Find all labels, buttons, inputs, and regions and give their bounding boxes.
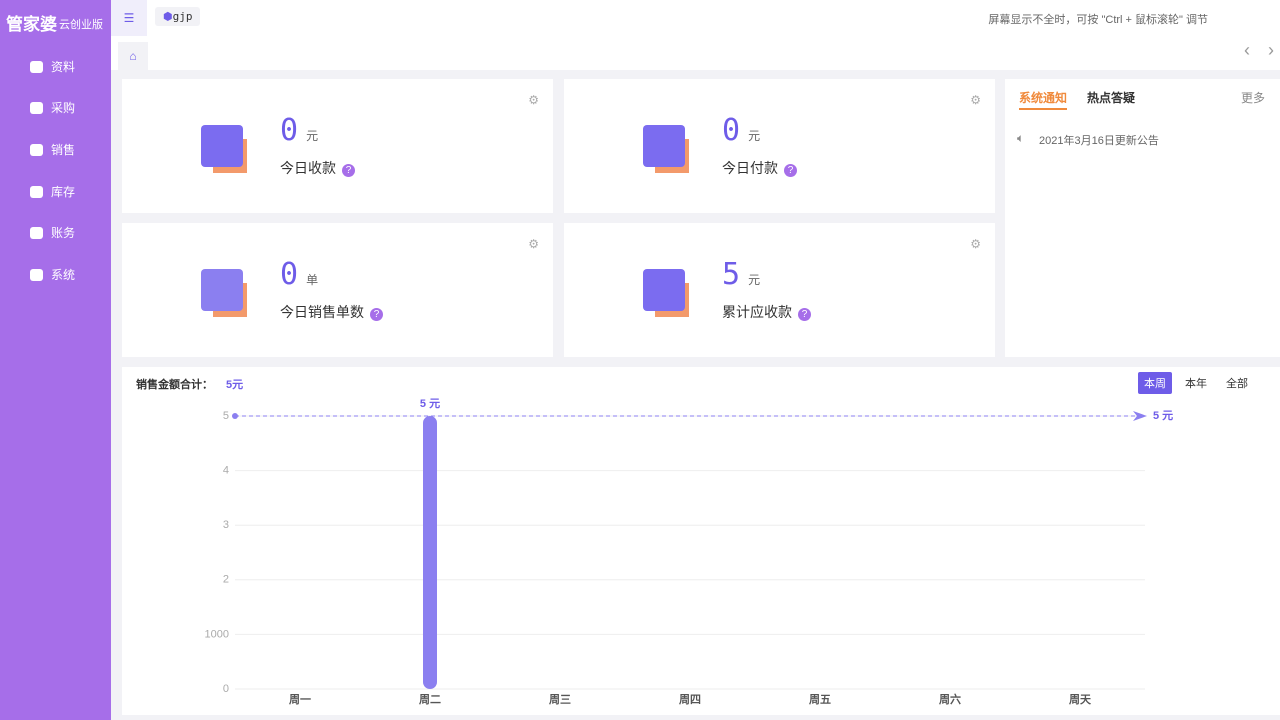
icon xyxy=(201,125,243,167)
account-tag[interactable]: ⬢gjp xyxy=(155,7,201,26)
home-tab[interactable]: ⌂ xyxy=(118,42,148,70)
x-tick-label: 周三 xyxy=(549,693,571,706)
x-tick-label: 周天 xyxy=(1069,693,1092,706)
label: 今日收款 xyxy=(280,160,336,176)
notice-tab[interactable]: 热点答疑 xyxy=(1087,91,1136,105)
value: 5 xyxy=(722,257,741,292)
label-row: 累计应收款? xyxy=(722,302,811,322)
total-value: 5元 xyxy=(226,379,244,391)
menu-item[interactable]: 资料 xyxy=(30,58,75,75)
menu-label: 账务 xyxy=(51,226,76,240)
settings[interactable]: ⚙ xyxy=(528,237,539,251)
y-tick-label: 0 xyxy=(223,683,229,695)
label-row: 今日收款? xyxy=(280,158,355,178)
mark-line-arrow xyxy=(1133,411,1147,421)
menu-item[interactable]: 采购 xyxy=(30,99,75,116)
label-row: 今日销售单数? xyxy=(280,302,383,322)
settings[interactable]: ⚙ xyxy=(528,93,539,107)
stat-card: ⚙ 0 单今日销售单数? xyxy=(122,223,553,357)
stat-card: ⚙ 5 元累计应收款? xyxy=(564,223,995,357)
menu-label: 系统 xyxy=(51,268,76,282)
bar xyxy=(423,416,437,689)
menu-label: 库存 xyxy=(51,185,76,199)
prev[interactable]: ‹ xyxy=(1244,40,1250,60)
menu-item[interactable]: 系统 xyxy=(30,266,75,283)
x-tick-label: 周一 xyxy=(289,693,311,706)
sidebar: 管家婆 云创业版 资料采购销售库存账务系统 xyxy=(0,0,111,720)
settings[interactable]: ⚙ xyxy=(970,237,981,251)
stat-card: ⚙ 0 元今日收款? xyxy=(122,79,553,213)
menu-item[interactable]: 销售 xyxy=(30,141,75,158)
range-button[interactable]: 全部 xyxy=(1226,378,1248,390)
icon xyxy=(643,125,685,167)
edition: 云创业版 xyxy=(59,19,103,31)
y-tick-label: 4 xyxy=(223,465,229,477)
more-link[interactable]: 更多 xyxy=(1240,91,1265,105)
logo: 管家婆 xyxy=(6,15,57,34)
notice-panel: 系统通知 热点答疑 更多 🔈︎ 2021年3月16日更新公告 xyxy=(1005,79,1280,357)
chart: 0 1000 2 3 4 5 5 元周一 周二 5 元周三 周四 周五 周六 周天 xyxy=(205,397,1174,706)
x-tick-label: 周二 xyxy=(419,693,441,706)
label-row: 今日付款? xyxy=(722,158,797,178)
y-tick-label: 1000 xyxy=(205,628,229,640)
label: 累计应收款 xyxy=(722,304,792,320)
icon xyxy=(201,269,243,311)
x-tick-label: 周四 xyxy=(679,693,701,706)
topbar: ☰ ⬢gjp 屏幕显示不全时，可按 "Ctrl + 鼠标滚轮" 调节 xyxy=(111,0,1280,36)
y-tick-label: 5 xyxy=(223,410,229,422)
value: 0 xyxy=(280,257,299,292)
y-tick-label: 3 xyxy=(223,519,229,531)
menu-label: 销售 xyxy=(51,143,76,157)
label: 今日付款 xyxy=(722,160,778,176)
chart-panel: 销售金额合计： 5元 本周 本年 全部 0 1000 2 3 4 5 5 元周一 周二 5 元周… xyxy=(122,367,1280,715)
value: 0 xyxy=(280,113,299,148)
stat-card: ⚙ 0 元今日付款? xyxy=(564,79,995,213)
x-tick-label: 周六 xyxy=(939,692,961,706)
total-label: 销售金额合计： xyxy=(136,379,213,391)
help[interactable]: ? xyxy=(342,164,355,177)
menu-label: 资料 xyxy=(51,60,76,74)
y-tick-label: 2 xyxy=(223,574,229,586)
mark-line-start xyxy=(232,413,238,419)
x-tick-label: 周五 xyxy=(809,693,831,706)
notice-item[interactable]: 2021年3月16日更新公告 xyxy=(1039,135,1159,147)
tag-text: gjp xyxy=(172,10,193,23)
menu-item[interactable]: 账务 xyxy=(30,224,75,241)
value-label: 5 元 xyxy=(420,397,440,410)
icon xyxy=(643,269,685,311)
next[interactable]: › xyxy=(1268,40,1274,60)
range-button[interactable]: 本年 xyxy=(1185,378,1207,390)
unit: 元 xyxy=(748,273,761,287)
mark-line-label: 5 元 xyxy=(1153,409,1173,422)
help[interactable]: ? xyxy=(784,164,797,177)
unit: 元 xyxy=(748,129,761,143)
menu-toggle[interactable]: ☰ xyxy=(111,0,147,36)
help[interactable]: ? xyxy=(798,308,811,321)
range-button[interactable]: 本周 xyxy=(1138,372,1172,394)
unit: 元 xyxy=(306,129,319,143)
label: 今日销售单数 xyxy=(280,304,364,320)
hint: 屏幕显示不全时，可按 "Ctrl + 鼠标滚轮" 调节 xyxy=(988,14,1208,26)
tabbar: ⌂ ‹ › xyxy=(111,36,1280,70)
value: 0 xyxy=(722,113,741,148)
menu-item[interactable]: 库存 xyxy=(30,183,75,200)
menu-label: 采购 xyxy=(51,101,76,115)
help[interactable]: ? xyxy=(370,308,383,321)
notice-tab[interactable]: 系统通知 xyxy=(1019,89,1068,110)
settings[interactable]: ⚙ xyxy=(970,93,981,107)
unit: 单 xyxy=(306,273,319,287)
